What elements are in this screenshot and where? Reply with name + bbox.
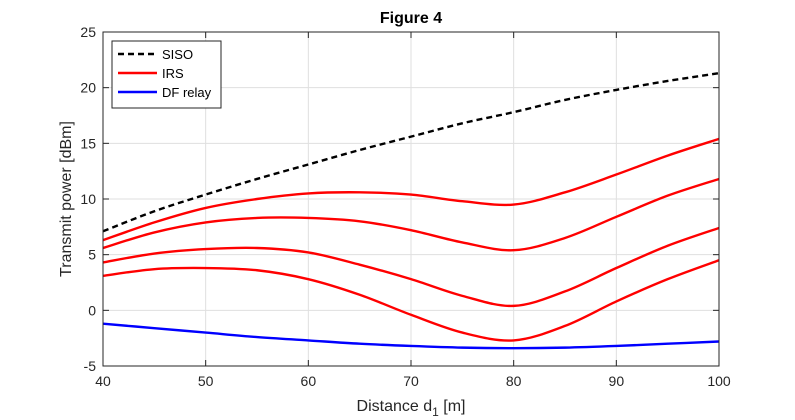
legend: SISO IRS DF relay [111, 40, 222, 109]
series-lines [102, 72, 720, 350]
x-tick-label: 60 [301, 373, 317, 389]
x-axis-label-subscript: 1 [432, 405, 439, 419]
x-axis-label: Distance d1 [m] [357, 398, 466, 419]
axis-ticks: 40 50 60 70 80 90 100 -5 0 5 10 15 20 25 [80, 24, 730, 389]
series-line-irs-2 [102, 177, 720, 252]
series-line-irs-1 [102, 137, 720, 242]
x-axis-label-main: Distance d [357, 398, 433, 415]
legend-box [111, 40, 222, 109]
x-axis-label-unit: [m] [439, 398, 466, 415]
y-tick-label: 25 [80, 24, 96, 40]
y-tick-label: 20 [80, 80, 96, 96]
chart-title: Figure 4 [380, 10, 442, 27]
x-tick-label: 80 [506, 373, 522, 389]
y-tick-label: 15 [80, 135, 96, 151]
x-tick-label: 100 [707, 373, 731, 389]
x-tick-label: 50 [198, 373, 214, 389]
legend-entry: SISO [162, 47, 193, 62]
legend-entry: DF relay [162, 85, 212, 100]
y-tick-label: 5 [88, 247, 96, 263]
y-tick-label: 10 [80, 191, 96, 207]
x-tick-label: 90 [609, 373, 625, 389]
series-line-irs-4 [102, 259, 720, 342]
x-tick-label: 40 [95, 373, 111, 389]
x-tick-label: 70 [403, 373, 419, 389]
legend-entry: IRS [162, 66, 184, 81]
series-line-irs-3 [102, 226, 720, 308]
y-tick-label: 0 [88, 302, 96, 318]
series-line-siso-0 [102, 72, 720, 233]
y-axis-label: Transmit power [dBm] [58, 121, 75, 277]
series-line-df-relay-5 [102, 322, 720, 350]
y-tick-label: -5 [84, 358, 97, 374]
